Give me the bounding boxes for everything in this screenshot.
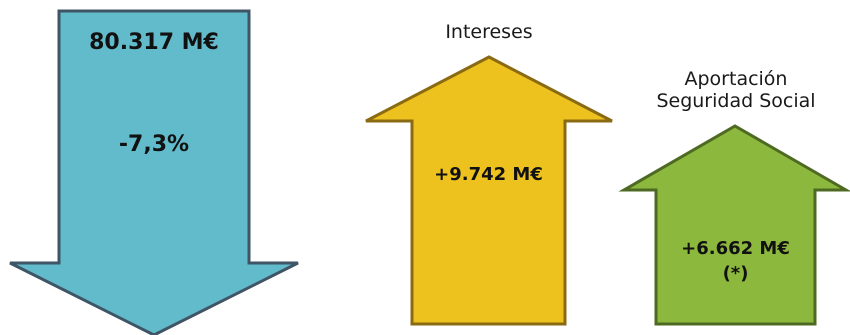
seguridad-social-note: (*): [722, 263, 749, 284]
down-arrow-amount: 80.317 M€: [89, 30, 219, 55]
seguridad-social-title-line2: Seguridad Social: [656, 90, 816, 112]
seguridad-social-title-line1: Aportación: [684, 68, 788, 90]
intereses-amount: +9.742 M€: [434, 164, 543, 185]
down-arrow-change: -7,3%: [118, 132, 190, 157]
seguridad-social-up-arrow: [618, 124, 850, 326]
seguridad-social-amount: +6.662 M€: [681, 238, 790, 259]
down-arrow: [9, 9, 299, 335]
intereses-up-arrow: [365, 55, 613, 326]
intereses-title: Intereses: [445, 21, 533, 43]
